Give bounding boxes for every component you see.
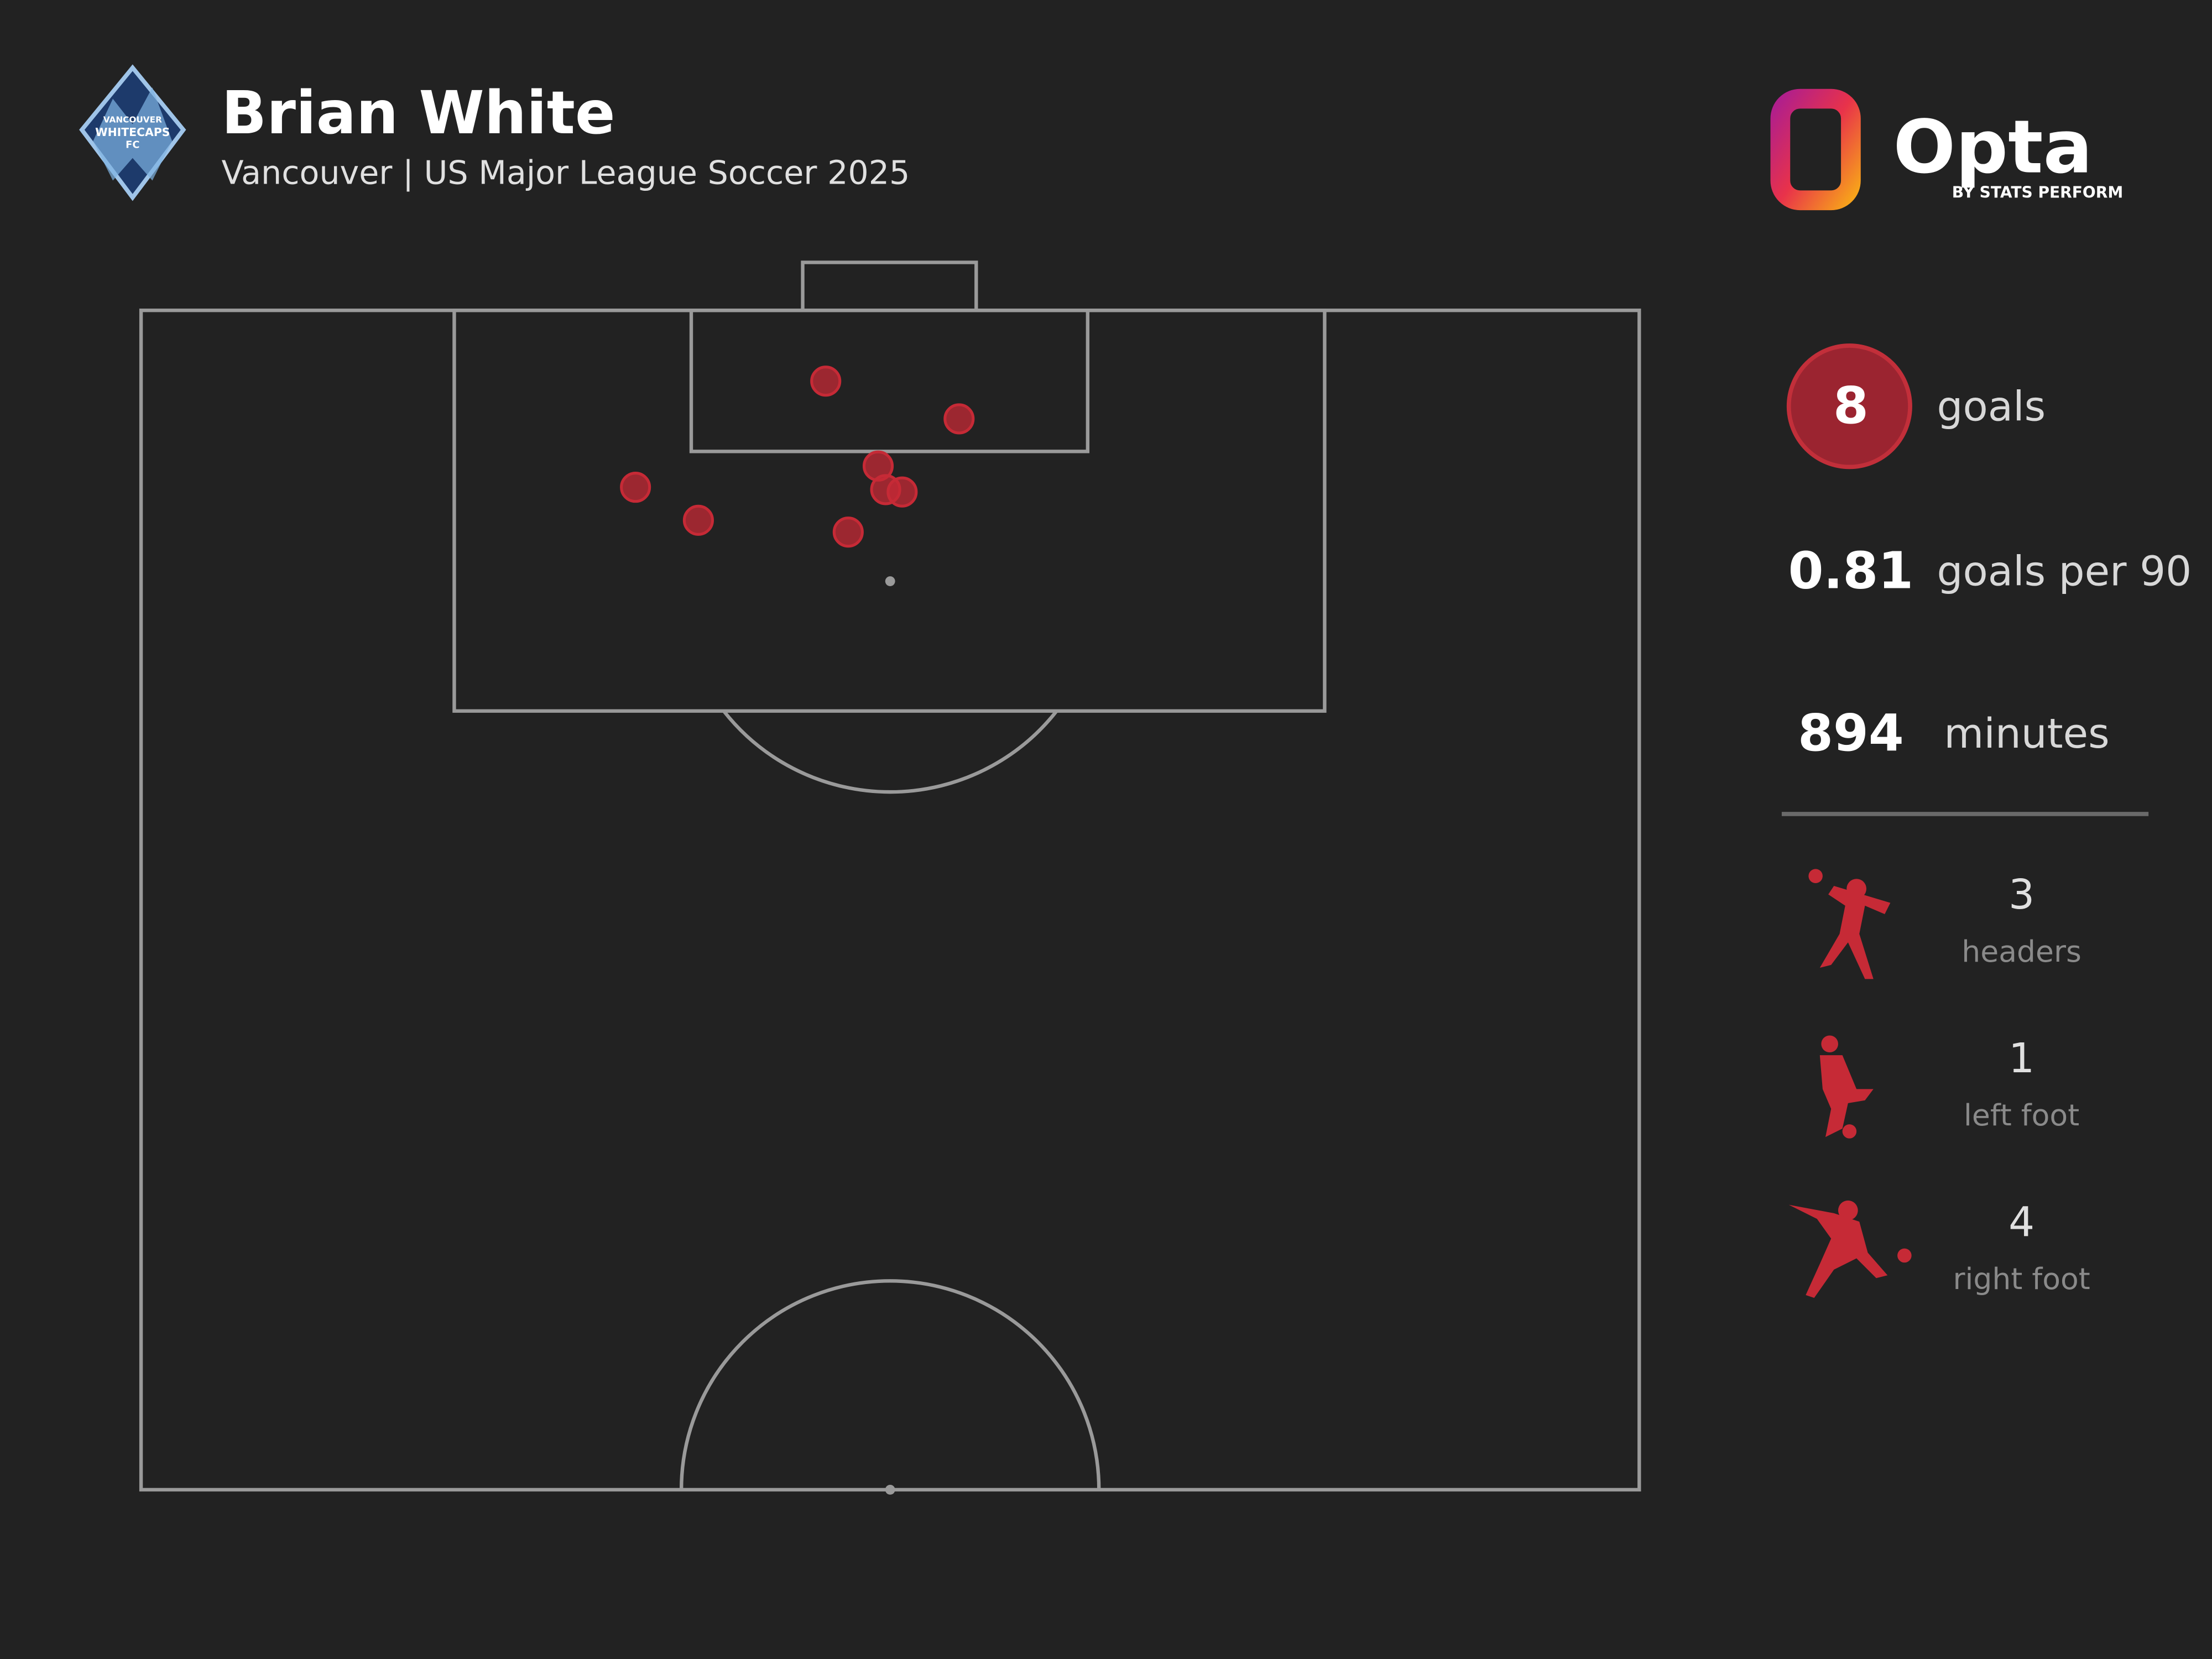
breakdown-value: 4 [2008, 1198, 2034, 1246]
brand-name: Opta [1893, 105, 2093, 190]
left-foot-icon [1819, 1035, 1874, 1139]
crest-text: VANCOUVER [103, 114, 162, 124]
opta-logo: Opta BY STATS PERFORM [1770, 88, 2124, 211]
shot [682, 504, 714, 536]
shots [620, 366, 975, 548]
stats-panel: 8 goals 0.81 goals per 90 894 minutes 3 headers… [1786, 343, 2192, 1296]
goals-badge [1786, 343, 1912, 469]
shot-type-icons [1788, 869, 1912, 1298]
pitch [139, 260, 1641, 1495]
crest-text: WHITECAPS [95, 126, 170, 139]
shot [943, 403, 975, 435]
club-crest: VANCOUVER WHITECAPS FC [79, 64, 186, 201]
title: Brian White [222, 79, 615, 148]
breakdown-value: 1 [2008, 1035, 2034, 1082]
stat-value: 894 [1798, 703, 1904, 763]
breakdown-label: left foot [1964, 1098, 2079, 1133]
stat-label: goals [1937, 383, 2046, 430]
brand-tagline: BY STATS PERFORM [1952, 183, 2124, 201]
breakdown-value: 3 [2008, 871, 2034, 919]
shot [620, 472, 651, 503]
crest-text: FC [126, 139, 139, 151]
breakdown-label: headers [1961, 934, 2081, 969]
stat-label: goals per 90 [1937, 548, 2192, 596]
stat-value: 8 [1833, 376, 1869, 435]
header-icon [1808, 869, 1891, 979]
stat-value: 0.81 [1788, 541, 1914, 601]
shot [810, 366, 842, 397]
stat-label: minutes [1944, 710, 2109, 758]
breakdown-label: right foot [1953, 1261, 2090, 1296]
right-foot-icon [1788, 1200, 1912, 1298]
subtitle: Vancouver | US Major League Soccer 2025 [222, 154, 910, 191]
shot [886, 476, 918, 508]
shot [832, 517, 864, 548]
